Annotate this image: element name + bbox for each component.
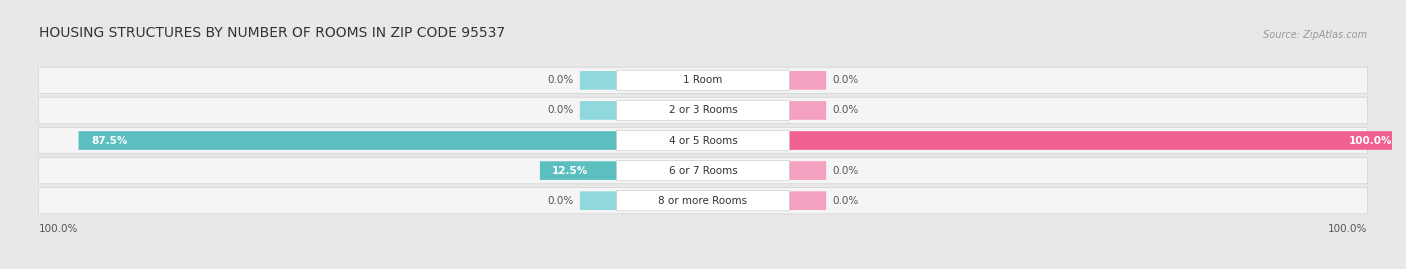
Text: 2 or 3 Rooms: 2 or 3 Rooms: [669, 105, 737, 115]
FancyBboxPatch shape: [617, 130, 789, 151]
FancyBboxPatch shape: [540, 161, 617, 180]
Text: 0.0%: 0.0%: [832, 166, 859, 176]
FancyBboxPatch shape: [617, 190, 789, 211]
FancyBboxPatch shape: [38, 187, 1368, 214]
FancyBboxPatch shape: [38, 67, 1368, 94]
Text: 0.0%: 0.0%: [832, 196, 859, 206]
FancyBboxPatch shape: [38, 157, 1368, 184]
Text: 0.0%: 0.0%: [832, 75, 859, 85]
FancyBboxPatch shape: [789, 161, 827, 180]
FancyBboxPatch shape: [617, 100, 789, 121]
FancyBboxPatch shape: [579, 101, 617, 120]
FancyBboxPatch shape: [38, 97, 1368, 124]
Text: 100.0%: 100.0%: [1348, 136, 1392, 146]
Text: HOUSING STRUCTURES BY NUMBER OF ROOMS IN ZIP CODE 95537: HOUSING STRUCTURES BY NUMBER OF ROOMS IN…: [38, 26, 505, 40]
FancyBboxPatch shape: [79, 131, 617, 150]
FancyBboxPatch shape: [789, 71, 827, 90]
Text: Source: ZipAtlas.com: Source: ZipAtlas.com: [1263, 30, 1367, 40]
FancyBboxPatch shape: [789, 131, 1405, 150]
Text: 87.5%: 87.5%: [91, 136, 128, 146]
Text: 12.5%: 12.5%: [553, 166, 589, 176]
Text: 0.0%: 0.0%: [832, 105, 859, 115]
Text: 0.0%: 0.0%: [547, 75, 574, 85]
FancyBboxPatch shape: [617, 160, 789, 181]
Text: 8 or more Rooms: 8 or more Rooms: [658, 196, 748, 206]
Text: 100.0%: 100.0%: [1327, 224, 1367, 234]
FancyBboxPatch shape: [579, 71, 617, 90]
Text: 0.0%: 0.0%: [547, 105, 574, 115]
Text: 4 or 5 Rooms: 4 or 5 Rooms: [669, 136, 737, 146]
Text: 0.0%: 0.0%: [547, 196, 574, 206]
FancyBboxPatch shape: [579, 191, 617, 210]
FancyBboxPatch shape: [789, 191, 827, 210]
Text: 1 Room: 1 Room: [683, 75, 723, 85]
FancyBboxPatch shape: [789, 101, 827, 120]
Text: 100.0%: 100.0%: [38, 224, 79, 234]
Text: 6 or 7 Rooms: 6 or 7 Rooms: [669, 166, 737, 176]
FancyBboxPatch shape: [617, 70, 789, 91]
FancyBboxPatch shape: [38, 127, 1368, 154]
